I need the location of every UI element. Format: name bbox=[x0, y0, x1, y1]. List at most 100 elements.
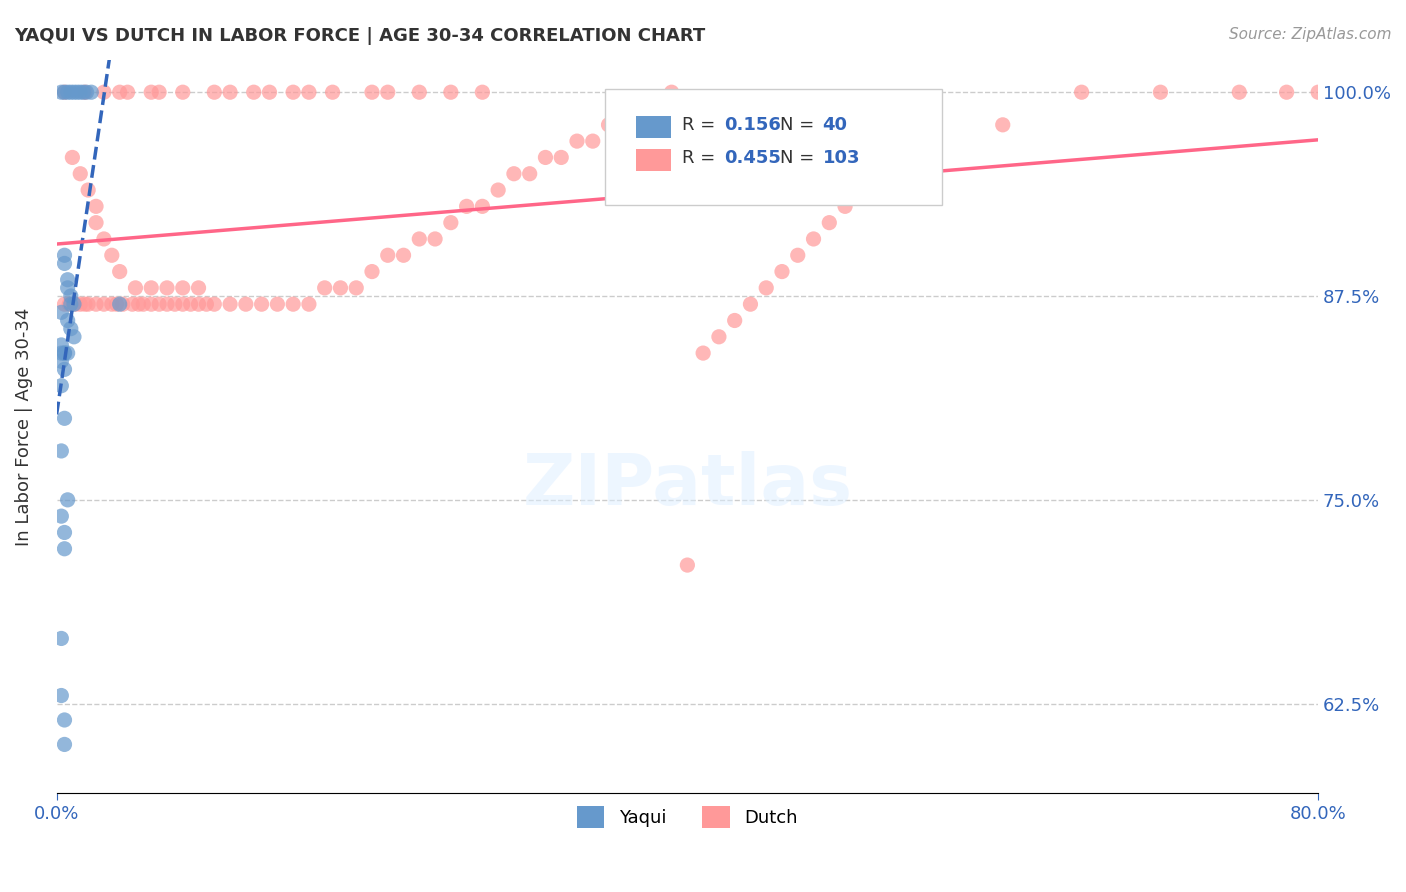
Point bbox=[156, 281, 179, 295]
Point bbox=[786, 248, 808, 262]
Point bbox=[51, 338, 73, 352]
Point bbox=[80, 85, 103, 99]
Point bbox=[93, 232, 115, 246]
Point bbox=[53, 85, 76, 99]
Legend: Yaqui, Dutch: Yaqui, Dutch bbox=[569, 799, 804, 836]
Point bbox=[108, 297, 131, 311]
Text: Source: ZipAtlas.com: Source: ZipAtlas.com bbox=[1229, 27, 1392, 42]
Text: 103: 103 bbox=[823, 149, 860, 167]
Point bbox=[105, 297, 128, 311]
Point bbox=[93, 297, 115, 311]
Point bbox=[692, 346, 714, 360]
Point bbox=[377, 248, 399, 262]
Point bbox=[163, 297, 186, 311]
Point bbox=[298, 85, 321, 99]
Point bbox=[141, 281, 163, 295]
Point bbox=[51, 689, 73, 703]
Point bbox=[84, 199, 107, 213]
Point bbox=[124, 281, 146, 295]
Point bbox=[51, 305, 73, 319]
Point bbox=[60, 150, 83, 164]
Text: N =: N = bbox=[780, 116, 820, 134]
Point bbox=[195, 297, 218, 311]
Point bbox=[676, 558, 699, 572]
Point bbox=[471, 85, 494, 99]
Point bbox=[613, 118, 636, 132]
Point bbox=[361, 264, 384, 278]
Point bbox=[172, 85, 194, 99]
Point bbox=[156, 297, 179, 311]
Point bbox=[187, 297, 209, 311]
Point bbox=[740, 297, 762, 311]
Point bbox=[56, 273, 79, 287]
Point bbox=[456, 199, 478, 213]
Point bbox=[250, 297, 273, 311]
Point bbox=[59, 85, 82, 99]
Point bbox=[65, 297, 87, 311]
Point bbox=[51, 85, 73, 99]
Point bbox=[503, 167, 526, 181]
Point bbox=[1275, 85, 1298, 99]
Point bbox=[1227, 85, 1250, 99]
Point bbox=[219, 85, 242, 99]
Point bbox=[148, 297, 170, 311]
Point bbox=[534, 150, 557, 164]
Point bbox=[121, 297, 143, 311]
Point bbox=[56, 346, 79, 360]
Point bbox=[84, 297, 107, 311]
Point bbox=[58, 297, 80, 311]
Point bbox=[259, 85, 281, 99]
Point bbox=[69, 297, 91, 311]
Point bbox=[344, 281, 367, 295]
Point bbox=[471, 199, 494, 213]
Point bbox=[550, 150, 572, 164]
Point bbox=[322, 85, 344, 99]
Point bbox=[108, 264, 131, 278]
Point bbox=[519, 167, 541, 181]
Point bbox=[329, 281, 352, 295]
Point bbox=[53, 85, 76, 99]
Point bbox=[84, 216, 107, 230]
Point bbox=[141, 85, 163, 99]
Point bbox=[202, 297, 225, 311]
Point bbox=[770, 264, 793, 278]
Point bbox=[128, 297, 150, 311]
Point bbox=[266, 297, 288, 311]
Point bbox=[59, 297, 82, 311]
Point bbox=[314, 281, 336, 295]
Point bbox=[63, 330, 86, 344]
Point bbox=[76, 85, 98, 99]
Point bbox=[53, 738, 76, 752]
Point bbox=[991, 118, 1014, 132]
Point bbox=[53, 346, 76, 360]
Point bbox=[148, 85, 170, 99]
Point bbox=[661, 85, 683, 99]
Point bbox=[63, 297, 86, 311]
Point bbox=[172, 297, 194, 311]
Point bbox=[281, 297, 304, 311]
Point bbox=[53, 297, 76, 311]
Point bbox=[51, 378, 73, 392]
Point bbox=[73, 85, 96, 99]
Point bbox=[111, 297, 134, 311]
Point bbox=[834, 199, 856, 213]
Point bbox=[755, 281, 778, 295]
Point bbox=[202, 85, 225, 99]
Text: ZIPatlas: ZIPatlas bbox=[522, 450, 852, 520]
Point bbox=[242, 85, 264, 99]
Point bbox=[565, 134, 588, 148]
Point bbox=[51, 509, 73, 524]
Point bbox=[408, 85, 430, 99]
Point bbox=[51, 354, 73, 368]
Point bbox=[51, 632, 73, 646]
Point bbox=[53, 362, 76, 376]
Point bbox=[724, 313, 747, 327]
Point bbox=[377, 85, 399, 99]
Point bbox=[628, 102, 651, 116]
Point bbox=[598, 118, 620, 132]
Point bbox=[53, 541, 76, 556]
Point bbox=[440, 85, 463, 99]
Point bbox=[53, 525, 76, 540]
Point bbox=[72, 85, 94, 99]
Point bbox=[1070, 85, 1092, 99]
